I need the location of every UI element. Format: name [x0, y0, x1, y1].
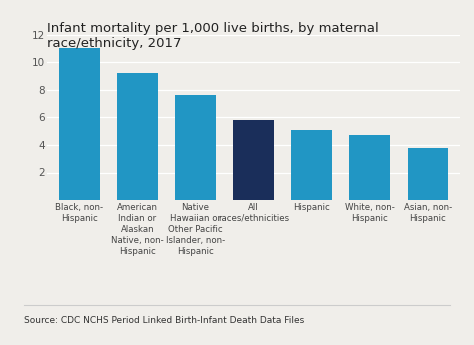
- Bar: [175, 95, 216, 200]
- Bar: [408, 148, 448, 200]
- Bar: [117, 73, 158, 200]
- Bar: [233, 120, 274, 200]
- Bar: [59, 48, 100, 200]
- Text: Source: CDC NCHS Period Linked Birth-Infant Death Data Files: Source: CDC NCHS Period Linked Birth-Inf…: [24, 316, 304, 325]
- Bar: [349, 135, 390, 200]
- Text: Infant mortality per 1,000 live births, by maternal race/ethnicity, 2017: Infant mortality per 1,000 live births, …: [47, 22, 379, 50]
- Bar: [292, 130, 332, 200]
